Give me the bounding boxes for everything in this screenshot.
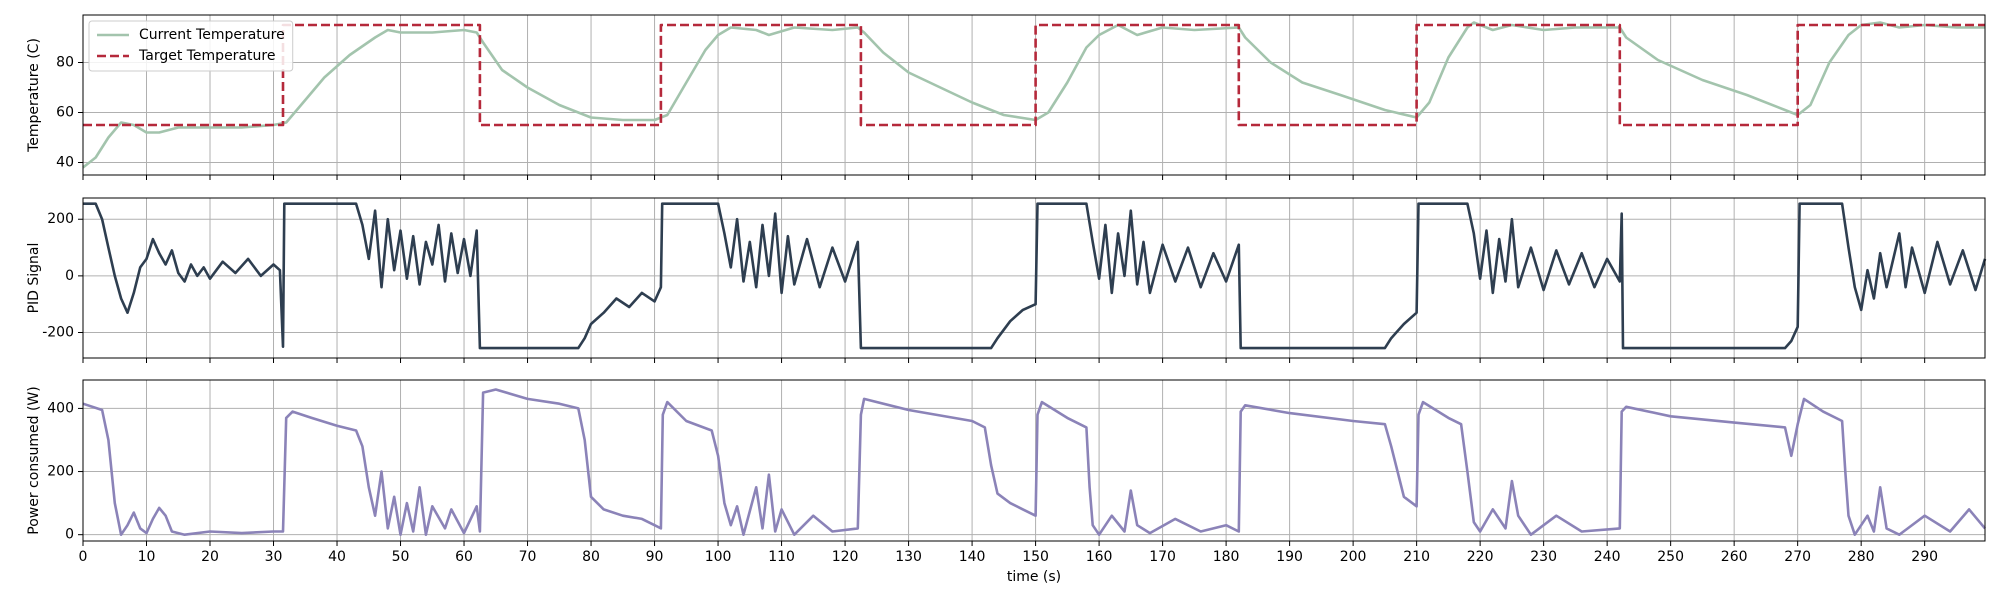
x-tick-label: 40 — [328, 549, 346, 565]
x-tick-label: 140 — [959, 549, 986, 565]
legend-box — [88, 20, 294, 72]
x-tick-label: 290 — [1911, 549, 1938, 565]
y-tick-label: -200 — [42, 325, 74, 341]
plot-frame — [82, 14, 1986, 176]
x-tick-label: 280 — [1848, 549, 1875, 565]
y-axis-label: PID Signal — [26, 243, 42, 314]
data-line — [83, 202, 1987, 350]
x-tick-label: 10 — [138, 549, 156, 565]
x-tick-label: 250 — [1657, 549, 1684, 565]
data-line — [83, 23, 1985, 127]
x-tick-label: 20 — [201, 549, 219, 565]
x-tick-label: 190 — [1276, 549, 1303, 565]
x-tick-label: 170 — [1149, 549, 1176, 565]
x-tick-label: 30 — [265, 549, 283, 565]
plot-frame — [82, 197, 1986, 359]
x-tick-label: 270 — [1784, 549, 1811, 565]
x-tick-label: 80 — [582, 549, 600, 565]
y-axis-label: Temperature (C) — [26, 38, 42, 153]
y-axis-label: Power consumed (W) — [26, 386, 42, 534]
x-tick-label: 50 — [392, 549, 410, 565]
x-axis-label: time (s) — [1007, 569, 1061, 585]
x-tick-label: 150 — [1022, 549, 1049, 565]
x-tick-label: 120 — [832, 549, 859, 565]
x-tick-label: 200 — [1340, 549, 1367, 565]
y-tick-label: 0 — [65, 268, 74, 284]
x-tick-label: 0 — [79, 549, 88, 565]
legend-label: Target Temperature — [138, 48, 275, 64]
x-tick-label: 110 — [768, 549, 795, 565]
y-tick-label: 200 — [47, 211, 74, 227]
legend: Current Temperature Target Temperature — [88, 20, 294, 72]
data-line — [82, 388, 1986, 536]
data-line — [82, 21, 1985, 169]
x-tick-label: 60 — [455, 549, 473, 565]
x-tick-label: 220 — [1467, 549, 1494, 565]
y-tick-label: 40 — [56, 155, 74, 171]
x-tick-label: 90 — [646, 549, 664, 565]
y-tick-label: 400 — [47, 400, 74, 416]
y-tick-label: 60 — [56, 105, 74, 121]
x-tick-label: 160 — [1086, 549, 1113, 565]
y-tick-label: 0 — [65, 527, 74, 543]
x-tick-label: 210 — [1403, 549, 1430, 565]
y-tick-label: 200 — [47, 464, 74, 480]
y-tick-label: 80 — [56, 55, 74, 71]
x-tick-label: 230 — [1530, 549, 1557, 565]
x-tick-label: 240 — [1594, 549, 1621, 565]
legend-label: Current Temperature — [139, 27, 285, 43]
x-tick-label: 70 — [519, 549, 537, 565]
x-tick-label: 100 — [705, 549, 732, 565]
x-tick-label: 130 — [895, 549, 922, 565]
x-tick-label: 260 — [1721, 549, 1748, 565]
x-tick-label: 180 — [1213, 549, 1240, 565]
plot-frame — [82, 379, 1986, 542]
